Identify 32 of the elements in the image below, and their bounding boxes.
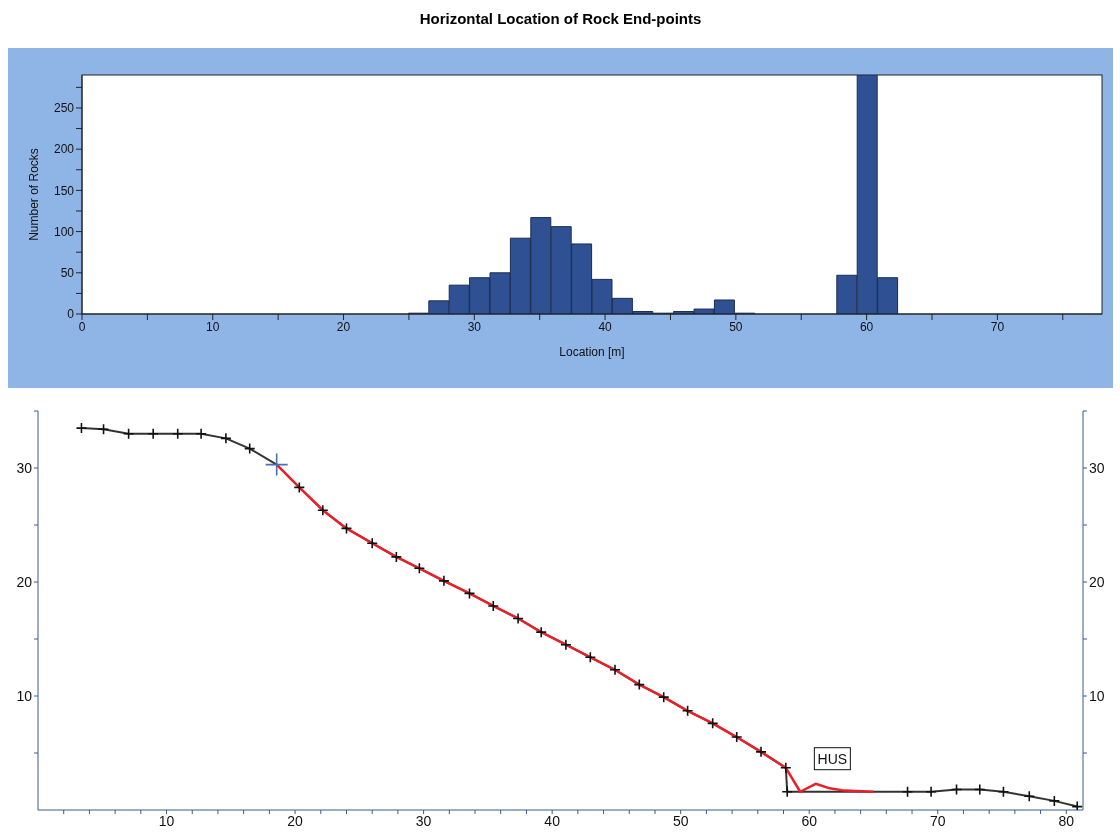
x-tick-label: 30 [467, 319, 482, 334]
y-tick-label: 10 [16, 687, 33, 704]
x-tick-label: 30 [415, 812, 432, 829]
y2-tick-label: 20 [1089, 573, 1105, 590]
y-tick-label: 20 [16, 573, 33, 590]
x-tick-label: 20 [287, 812, 304, 829]
x-axis-title: Location [m] [559, 345, 625, 359]
chart-title: Horizontal Location of Rock End-points [418, 10, 703, 27]
x-tick-label: 0 [78, 319, 86, 334]
y-tick-label: 100 [53, 224, 75, 239]
y2-tick-label: 10 [1089, 687, 1105, 704]
x-tick-label: 50 [672, 812, 689, 829]
y2-tick-label: 30 [1089, 459, 1105, 476]
y-tick-label: 200 [53, 142, 75, 157]
x-tick-label: 80 [1058, 812, 1075, 829]
y-tick-label: 150 [53, 183, 75, 198]
x-tick-label: 50 [729, 319, 743, 334]
x-tick-label: 60 [859, 319, 874, 334]
y-tick-label: 250 [53, 101, 75, 116]
x-tick-label: 70 [990, 319, 1005, 334]
y-tick-label: 50 [60, 266, 75, 281]
y-tick-label: 0 [67, 307, 75, 322]
x-tick-label: 70 [929, 812, 946, 829]
x-tick-label: 60 [801, 812, 818, 829]
x-tick-label: 10 [158, 812, 175, 829]
x-tick-label: 40 [598, 319, 613, 334]
y-axis-title: Number of Rocks [27, 148, 42, 241]
annotation: HUS [817, 750, 848, 767]
x-tick-label: 20 [336, 319, 351, 334]
x-tick-label: 40 [544, 812, 561, 829]
y-tick-label: 30 [16, 459, 33, 476]
x-tick-label: 10 [206, 319, 220, 334]
